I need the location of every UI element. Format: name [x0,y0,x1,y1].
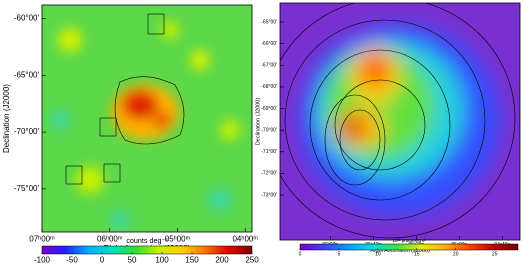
colorbar-tick-label: 150 [185,256,199,264]
y-tick-label: -65°00′ [14,70,40,79]
colorbar-tick-label: -50 [66,256,78,264]
y-tick-label: -70°00′ [261,127,277,133]
x-tick-label: 07ʰ00ᵐ [29,234,55,243]
colorbar [41,245,253,255]
y-tick-label: -66°00′ [261,41,277,47]
colorbar-tick-label: 200 [215,256,229,264]
colorbar-tick-label: 50 [128,256,137,264]
left-frame [41,4,253,233]
colorbar-tick-label: 15 [414,251,420,257]
y-tick-label: -70°00′ [14,127,40,136]
x-axis-label: Right Ascension (J2000) [370,248,430,254]
y-tick-label: -67°00′ [261,63,277,69]
colorbar-tick-label: 100 [155,256,169,264]
colorbar [299,243,519,251]
y-tick-label: -73°00′ [261,192,277,198]
y-axis-label: Declination (J2000) [2,84,11,153]
colorbar-tick-label: 5 [338,251,341,257]
colorbar-tick-label: 10 [375,251,381,257]
x-tick-label: 05ʰ00ᵐ [165,234,191,243]
colorbar-label: 10²¹ protons/cm² [392,238,426,243]
y-tick-label: -72°00′ [261,171,277,177]
x-tick-label: 06ʰ00ᵐ [97,234,123,243]
left-map [42,5,252,232]
colorbar-tick-label: 0 [100,256,105,264]
colorbar-tick-label: 250 [245,256,259,264]
colorbar-tick-label: 0 [299,251,302,257]
colorbar-tick-label: 25 [492,251,498,257]
colorbar-tick-label: 20 [453,251,459,257]
right-frame [279,2,521,241]
y-tick-label: -75°00′ [14,184,40,193]
colorbar-label: counts deg⁻² [126,236,168,245]
y-tick-label: -71°00′ [261,149,277,155]
right-map [280,3,520,240]
y-tick-label: -60°00′ [14,14,40,23]
y-axis-label: Declination (J2000) [255,98,261,146]
x-tick-label: 04ʰ00ᵐ [232,234,258,243]
colorbar-tick-label: -100 [34,256,51,264]
y-tick-label: -69°00′ [261,106,277,112]
y-tick-label: -65°00′ [261,19,277,25]
y-tick-label: -68°00′ [261,84,277,90]
